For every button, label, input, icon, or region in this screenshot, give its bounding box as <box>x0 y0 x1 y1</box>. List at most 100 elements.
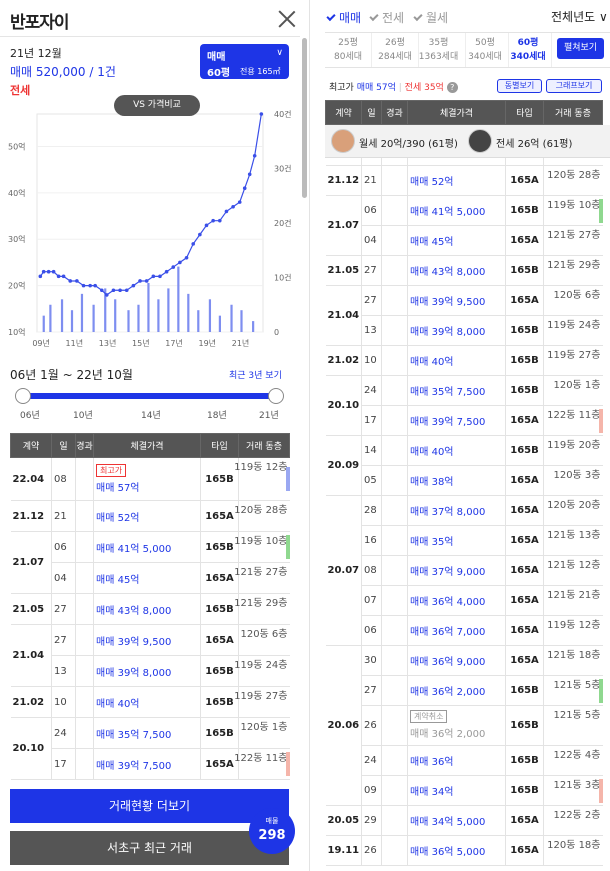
table-row[interactable]: 13 매매 39억 8,000 165B 119동 24층 <box>11 655 290 687</box>
table-row[interactable]: 20.10 24 매매 35억 7,500 165B 120동 1층 <box>10 717 290 780</box>
size-option[interactable]: 35평 1363세대 <box>412 33 466 67</box>
volume-bar <box>42 315 45 332</box>
contract-day: 26 <box>361 705 382 747</box>
table-row[interactable]: 04 매매 45억 165A 121동 27층 <box>326 225 603 256</box>
price-point <box>118 288 122 293</box>
x-tick-label: 11년 <box>66 338 84 348</box>
volume-bar <box>92 304 95 332</box>
table-row[interactable]: 27 매매 36억 2,000 165B 121동 5층 <box>326 675 603 706</box>
table-row[interactable]: 20.09 14 매매 40억 165B 119동 20층 <box>325 435 603 496</box>
deal-price: 매매 39억 9,500 <box>410 296 486 308</box>
type-size-select[interactable]: 매매 ∨ 60평 전용 165㎡ <box>200 44 289 79</box>
year-select[interactable]: 전체년도 ∨ <box>551 8 608 25</box>
contract-month: 20.10 <box>10 717 52 780</box>
elapsed-cell <box>381 615 408 646</box>
recent-3y-link[interactable]: 최근 3년 보기 <box>229 371 282 381</box>
table-row[interactable]: 16 매매 35억 165A 121동 13층 <box>326 525 603 556</box>
size-option[interactable]: 26평 284세대 <box>372 33 419 67</box>
table-row[interactable]: 05 매매 38억 165A 120동 3층 <box>326 465 603 496</box>
table-row[interactable]: 06 매매 36억 7,000 165A 119동 12층 <box>326 615 603 646</box>
table-row[interactable]: 21.12 21 매매 52억 165A 120동 28층 <box>325 165 603 196</box>
dong-floor-cell: 119동 12층 <box>234 457 290 501</box>
tab-monthly[interactable]: 월세 <box>413 9 448 26</box>
deal-price: 매매 57억 <box>96 483 140 494</box>
dong-floor-cell: 122동 11층 <box>234 748 290 780</box>
nearby-deals-button[interactable]: 서초구 최근 거래 <box>10 831 289 865</box>
dong-view-button[interactable]: 동별보기 <box>497 79 542 93</box>
col-type: 타입 <box>200 433 239 458</box>
elapsed-cell <box>75 457 94 501</box>
volume-bar <box>187 293 190 332</box>
price-point <box>237 200 242 204</box>
price-cell: 매매 41억 5,000 <box>93 531 201 563</box>
deal-price: 매매 39억 7,500 <box>96 760 172 772</box>
price-cell: 매매 45억 <box>93 562 201 594</box>
contract-month: 21.04 <box>325 285 362 346</box>
table-row[interactable]: 21.04 27 매매 39억 9,500 165A 120동 6층 <box>325 285 603 346</box>
close-icon[interactable] <box>278 10 296 28</box>
table-row[interactable]: 20.06 30 매매 36억 9,000 165A 121동 18층 <box>325 645 603 807</box>
summary-label: 최고가 <box>329 83 354 93</box>
table-row[interactable]: 20.10 24 매매 35억 7,500 165B 120동 1층 <box>325 375 603 436</box>
dong-floor: 119동 12층 <box>234 462 288 473</box>
sale-count-badge[interactable]: 매물 298 <box>249 808 295 854</box>
elapsed-cell <box>75 717 94 749</box>
table-row[interactable]: 21.04 27 매매 39억 9,500 165A 120동 6층 <box>10 624 290 687</box>
price-cell: 매매 52억 <box>407 165 506 196</box>
table-row[interactable]: 21.07 06 매매 41억 5,000 165B 119동 10층 <box>10 531 290 594</box>
help-icon[interactable]: ? <box>446 82 458 93</box>
table-row[interactable]: 26 계약취소 매매 36억 2,000 165B 121동 5층 <box>326 705 603 747</box>
plot-area <box>36 113 264 333</box>
unit-type: 165A <box>200 562 239 594</box>
tab-jeonse[interactable]: 전세 <box>369 9 404 26</box>
price-point <box>61 274 66 279</box>
date-range-slider[interactable] <box>22 393 276 399</box>
table-row[interactable]: 21.02 10 매매 40억 165B 119동 27층 <box>325 345 603 376</box>
table-row[interactable]: 17 매매 39억 7,500 165A 122동 11층 <box>326 405 603 436</box>
volume-bar <box>218 315 221 332</box>
table-row[interactable]: 20.07 28 매매 37억 8,000 165A 120동 20층 <box>325 495 603 646</box>
size-option[interactable]: 25평 80세대 <box>325 33 372 67</box>
table-row[interactable]: 09 매매 34억 165B 121동 3층 <box>326 775 603 807</box>
expand-button[interactable]: 펼쳐보기 <box>557 38 604 59</box>
table-row[interactable]: 21.05 27 매매 43억 8,000 165B 121동 29층 <box>10 593 290 625</box>
price-cell: 매매 39억 8,000 <box>93 655 201 687</box>
table-row[interactable]: 08 매매 37억 9,000 165A 121동 12층 <box>326 555 603 586</box>
table-row[interactable]: 24 매매 36억 165B 122동 4층 <box>326 745 603 777</box>
table-row[interactable]: 17 매매 39억 7,500 165A 122동 11층 <box>11 748 290 780</box>
dong-floor-cell: 121동 5층 <box>543 705 603 747</box>
table-row[interactable]: 20.05 29 매매 34억 5,000 165A 122동 2층 <box>325 805 603 837</box>
contract-day: 21 <box>51 500 76 532</box>
elapsed-cell <box>381 745 408 777</box>
price-point <box>68 279 73 283</box>
compare-button[interactable]: VS 가격비교 <box>114 95 200 116</box>
scrollbar[interactable] <box>302 38 307 198</box>
table-row[interactable]: 21.07 06 매매 41억 5,000 165B 119동 10층 <box>325 195 603 256</box>
table-row[interactable]: 04 매매 45억 165A 121동 27층 <box>11 562 290 594</box>
size-label: 50평 <box>475 38 495 48</box>
more-transactions-button[interactable]: 거래현황 더보기 <box>10 789 289 823</box>
tab-sale[interactable]: 매매 <box>326 9 361 26</box>
table-row[interactable]: 21.05 27 매매 43억 8,000 165B 121동 29층 <box>325 255 603 286</box>
size-option[interactable]: 50평 340세대 <box>462 33 509 67</box>
col-contract: 계약 <box>325 100 362 125</box>
elapsed-cell <box>75 624 94 656</box>
table-row[interactable]: 07 매매 36억 4,000 165A 121동 21층 <box>326 585 603 616</box>
contract-month: 21.04 <box>10 624 52 687</box>
slider-start-handle[interactable] <box>15 388 31 404</box>
dong-floor: 119동 10층 <box>547 199 601 211</box>
dong-floor-cell: 121동 29층 <box>543 255 603 286</box>
contract-month: 21.02 <box>10 686 52 718</box>
table-row[interactable]: 13 매매 39억 8,000 165B 119동 24층 <box>326 315 603 346</box>
graph-view-button[interactable]: 그래프보기 <box>546 79 602 93</box>
dong-floor-cell: 121동 3층 <box>543 775 603 807</box>
table-row[interactable]: 19.11 26 매매 36억 5,000 165A 120동 18층 <box>325 835 603 867</box>
table-row[interactable]: 21.02 10 매매 40억 165B 119동 27층 <box>10 686 290 718</box>
size-option-selected[interactable]: 60평 340세대 <box>505 33 552 67</box>
slider-end-handle[interactable] <box>268 388 284 404</box>
dong-floor: 121동 12층 <box>547 559 601 571</box>
elapsed-cell <box>381 375 408 406</box>
table-row[interactable]: 21.12 21 매매 52억 165A 120동 28층 <box>10 500 290 532</box>
